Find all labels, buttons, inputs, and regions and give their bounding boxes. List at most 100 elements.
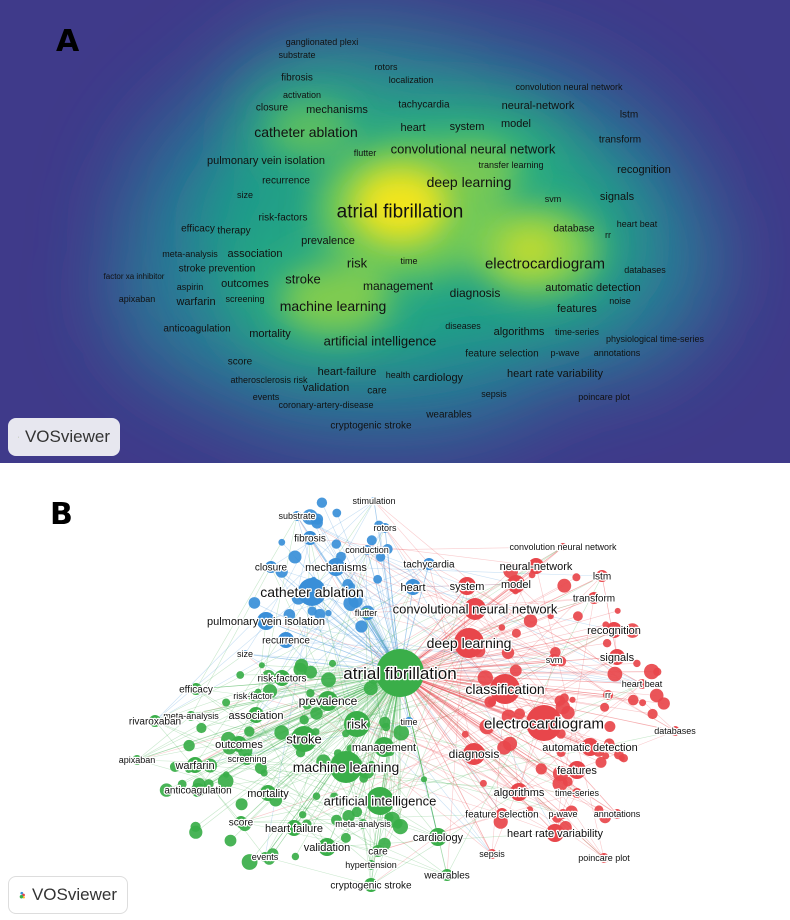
density-label-stroke: stroke [285, 272, 320, 287]
network-link [399, 672, 560, 702]
network-node-stroke [291, 726, 317, 752]
network-link [384, 527, 556, 834]
network-label-transform: transform [573, 594, 615, 605]
network-node [203, 758, 218, 773]
network-link [265, 537, 311, 622]
network-link [254, 602, 401, 674]
network-link [515, 583, 676, 732]
network-label-screening: screening [227, 754, 266, 764]
density-label-association: association [227, 248, 282, 260]
density-label-validation: validation [303, 382, 349, 394]
network-node [511, 628, 521, 638]
network-link [399, 615, 578, 674]
network-node [294, 658, 309, 672]
network-node [392, 819, 408, 835]
network-label-feature-selection: feature selection [465, 810, 538, 821]
density-label-feature-selection: feature selection [465, 349, 538, 360]
network-node [332, 508, 342, 518]
network-node [203, 779, 214, 789]
network-node [535, 763, 547, 775]
density-label-activation: activation [283, 90, 321, 100]
density-label-size: size [237, 190, 253, 200]
network-label-mortality: mortality [247, 788, 289, 800]
vosviewer-logo-icon [19, 891, 25, 899]
network-link [365, 612, 372, 886]
network-node [223, 771, 230, 778]
density-label-automatic-detection: automatic detection [545, 282, 640, 294]
network-label-closure: closure [255, 563, 288, 574]
density-label-flutter: flutter [354, 148, 377, 158]
network-label-events: events [252, 852, 279, 862]
network-label-warfarin: warfarin [174, 760, 214, 772]
network-link [383, 746, 564, 815]
network-node-events [260, 852, 270, 862]
network-label-artificial-intelligence: artificial intelligence [324, 794, 437, 809]
network-link [154, 672, 401, 722]
network-node-risk-factor [248, 691, 258, 701]
network-label-tachycardia: tachycardia [403, 560, 455, 571]
network-link [194, 546, 564, 766]
network-link [576, 769, 618, 815]
network-link [370, 683, 643, 886]
network-link [336, 672, 401, 821]
network-label-heart-rate-variability: heart rate variability [507, 828, 603, 840]
network-link [335, 566, 506, 690]
network-link [294, 556, 401, 674]
network-node [301, 819, 312, 830]
network-node-warfarin [187, 757, 203, 773]
network-link [195, 653, 246, 690]
density-label-apixaban: apixaban [119, 294, 156, 304]
network-node [479, 719, 495, 735]
network-link [336, 512, 401, 674]
network-link [399, 672, 439, 838]
network-label-signals: signals [600, 652, 635, 664]
network-map-panel: stimulation substrate rotors fibrosis convol… [0, 480, 790, 920]
network-label-atrial-fibrillation: atrial fibrillation [343, 664, 456, 683]
density-label-p-wave: p-wave [550, 348, 579, 358]
network-link [399, 610, 618, 674]
density-label-rr: rr [605, 230, 611, 240]
network-link [244, 653, 643, 685]
density-label-convolution-neural-network: convolution neural network [515, 82, 623, 92]
density-label-mortality: mortality [249, 328, 291, 340]
network-node [177, 779, 187, 789]
network-link [335, 566, 555, 661]
network-label-annotations: annotations [594, 809, 641, 819]
density-map-panel: ganglionated plexi substrate rotors fibrosi… [0, 0, 790, 463]
network-node [559, 693, 569, 703]
network-link [366, 549, 676, 732]
network-node [618, 754, 625, 762]
network-link [365, 612, 578, 794]
network-link [136, 629, 615, 761]
network-label-recurrence: recurrence [262, 636, 310, 647]
network-label-hypertension: hypertension [345, 860, 397, 870]
vosviewer-label: VOSviewer [24, 427, 110, 446]
network-node [479, 779, 487, 787]
network-link [154, 677, 283, 722]
network-node [594, 805, 604, 815]
network-node [310, 707, 323, 720]
density-label-noise: noise [609, 296, 631, 306]
network-link [293, 827, 448, 876]
network-link [255, 515, 298, 716]
network-link [397, 672, 401, 825]
density-label-physiological-time-series: physiological time-series [606, 334, 705, 344]
network-link [281, 542, 401, 674]
network-node-stimulation [370, 497, 378, 505]
network-link [136, 759, 347, 768]
density-label-outcomes: outcomes [221, 278, 269, 290]
network-node [321, 672, 336, 688]
network-node-heart-beat [637, 679, 647, 689]
network-node-size [241, 650, 249, 658]
density-label-score: score [228, 357, 253, 368]
network-label-cardiology: cardiology [413, 832, 464, 844]
network-link [391, 672, 401, 820]
network-label-stimulation: stimulation [352, 496, 395, 506]
density-label-atrial-fibrillation: atrial fibrillation [337, 202, 464, 223]
network-link [399, 672, 564, 815]
network-label-prevalence: prevalence [299, 694, 358, 708]
network-link [366, 546, 564, 551]
network-link [398, 672, 401, 824]
network-link [399, 672, 562, 753]
network-node [373, 574, 382, 584]
